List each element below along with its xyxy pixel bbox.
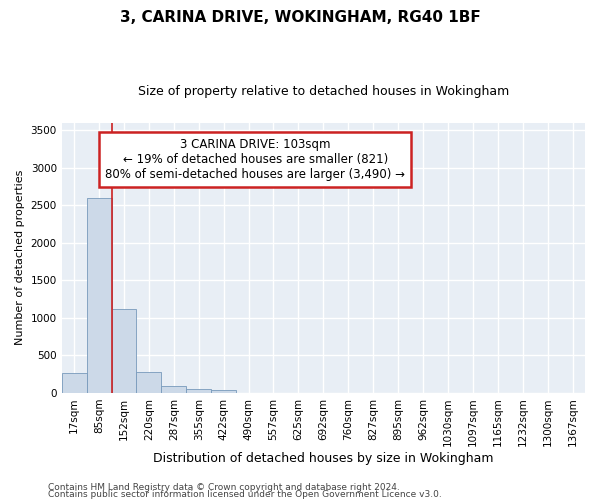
Bar: [62, 374, 86, 393]
Y-axis label: Number of detached properties: Number of detached properties: [15, 170, 25, 346]
X-axis label: Distribution of detached houses by size in Wokingham: Distribution of detached houses by size …: [153, 452, 494, 465]
Text: 3, CARINA DRIVE, WOKINGHAM, RG40 1BF: 3, CARINA DRIVE, WOKINGHAM, RG40 1BF: [119, 10, 481, 25]
Text: Contains HM Land Registry data © Crown copyright and database right 2024.: Contains HM Land Registry data © Crown c…: [48, 484, 400, 492]
Bar: [86, 198, 112, 393]
Bar: [211, 390, 236, 393]
Bar: [136, 372, 161, 393]
Bar: [112, 309, 136, 393]
Bar: [186, 389, 211, 393]
Text: 3 CARINA DRIVE: 103sqm
← 19% of detached houses are smaller (821)
80% of semi-de: 3 CARINA DRIVE: 103sqm ← 19% of detached…: [106, 138, 406, 180]
Bar: [161, 386, 186, 393]
Text: Contains public sector information licensed under the Open Government Licence v3: Contains public sector information licen…: [48, 490, 442, 499]
Title: Size of property relative to detached houses in Wokingham: Size of property relative to detached ho…: [138, 85, 509, 98]
